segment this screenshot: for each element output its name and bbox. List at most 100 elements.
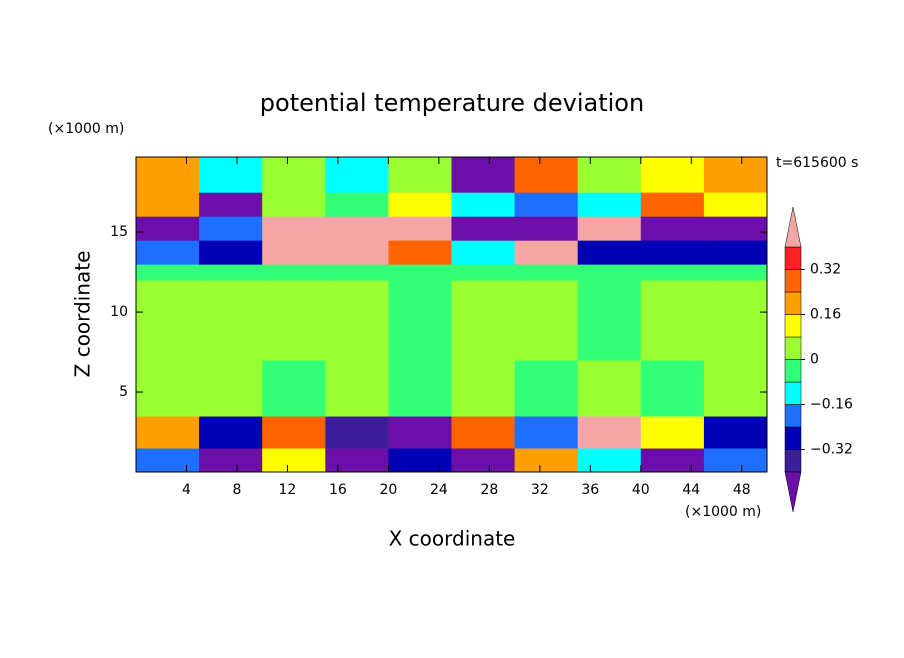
- x-axis-label: X coordinate: [389, 527, 516, 551]
- field-cell: [640, 280, 705, 361]
- colorbar-segment: [784, 269, 802, 293]
- field-cell: [262, 157, 326, 193]
- y-axis-label: Z coordinate: [71, 251, 95, 378]
- colorbar-segment: [784, 449, 802, 473]
- field-cell: [136, 240, 200, 265]
- chart-title: potential temperature deviation: [260, 89, 644, 117]
- field-cell: [262, 280, 326, 361]
- field-cell: [577, 416, 642, 449]
- x-tick-label: 8: [232, 482, 241, 498]
- field-cell: [577, 240, 642, 265]
- field-cell: [451, 448, 516, 473]
- field-cell: [325, 264, 389, 281]
- field-cell: [262, 216, 326, 241]
- field-cell: [262, 448, 326, 473]
- x-tick-label: 44: [682, 482, 700, 498]
- field-cell: [451, 240, 516, 265]
- field-cell: [325, 280, 389, 361]
- field-cell: [136, 157, 200, 193]
- x-tick-label: 24: [430, 482, 448, 498]
- field-cell: [325, 416, 389, 449]
- colorbar-extension: [784, 471, 802, 513]
- x-unit: (×1000 m): [685, 504, 761, 520]
- colorbar-extension: [784, 206, 802, 248]
- colorbar-segment: [784, 291, 802, 315]
- colorbar-segment: [784, 404, 802, 428]
- field-cell: [199, 192, 263, 217]
- field-cell: [262, 264, 326, 281]
- field-cell: [640, 240, 705, 265]
- field-cell: [262, 240, 326, 265]
- field-cell: [703, 416, 768, 449]
- field-cell: [199, 240, 263, 265]
- field-cell: [451, 416, 516, 449]
- field-cell: [703, 216, 768, 241]
- field-cell: [640, 360, 705, 417]
- field-cell: [451, 280, 516, 361]
- field-cell: [136, 416, 200, 449]
- x-tick-label: 20: [379, 482, 397, 498]
- field-cell: [388, 157, 452, 193]
- colorbar-tick-label: 0: [810, 352, 819, 368]
- x-tick-label: 12: [279, 482, 297, 498]
- field-cell: [451, 360, 516, 417]
- field-cell: [388, 264, 452, 281]
- field-cell: [325, 157, 389, 193]
- field-cell: [703, 192, 768, 217]
- field-cell: [577, 448, 642, 473]
- field-cell: [262, 192, 326, 217]
- field-cell: [388, 216, 452, 241]
- field-cell: [514, 192, 579, 217]
- field-cell: [703, 280, 768, 361]
- field-cell: [640, 264, 705, 281]
- field-cell: [577, 280, 642, 361]
- field-cell: [514, 360, 579, 417]
- x-tick-label: 4: [182, 482, 191, 498]
- colorbar-segment: [784, 314, 802, 338]
- colorbar-tick-label: 0.32: [810, 262, 841, 278]
- annotation: t=615600 s: [776, 155, 858, 171]
- x-tick-label: 32: [531, 482, 549, 498]
- field-cell: [136, 280, 200, 361]
- field-cell: [199, 416, 263, 449]
- field-cell: [451, 216, 516, 241]
- field-cell: [514, 157, 579, 193]
- field-cell: [388, 360, 452, 417]
- y-unit: (×1000 m): [48, 121, 124, 137]
- colorbar-tick-label: −0.32: [810, 442, 853, 458]
- field-cell: [388, 240, 452, 265]
- field-cell: [136, 360, 200, 417]
- field-cell: [640, 157, 705, 193]
- y-tick-label: 5: [119, 384, 128, 400]
- field-cell: [514, 280, 579, 361]
- field-cell: [514, 216, 579, 241]
- field-cell: [199, 216, 263, 241]
- field-cell: [640, 192, 705, 217]
- x-tick-label: 28: [480, 482, 498, 498]
- field-cell: [388, 416, 452, 449]
- field-cell: [262, 360, 326, 417]
- field-cell: [388, 448, 452, 473]
- field-cell: [325, 360, 389, 417]
- x-tick-label: 16: [329, 482, 347, 498]
- field-cell: [388, 192, 452, 217]
- field-cell: [199, 280, 263, 361]
- field-cell: [325, 216, 389, 241]
- field-cell: [514, 448, 579, 473]
- field-cell: [136, 216, 200, 241]
- field-cell: [577, 157, 642, 193]
- field-cell: [577, 216, 642, 241]
- field-cell: [388, 280, 452, 361]
- field-cell: [577, 264, 642, 281]
- y-tick-label: 10: [110, 304, 128, 320]
- field-cell: [703, 448, 768, 473]
- field-cell: [199, 157, 263, 193]
- colorbar-segment: [784, 359, 802, 383]
- field-cell: [577, 192, 642, 217]
- x-tick-label: 48: [733, 482, 751, 498]
- field-cell: [451, 192, 516, 217]
- field-cell: [703, 360, 768, 417]
- field-cell: [640, 216, 705, 241]
- field-cell: [136, 448, 200, 473]
